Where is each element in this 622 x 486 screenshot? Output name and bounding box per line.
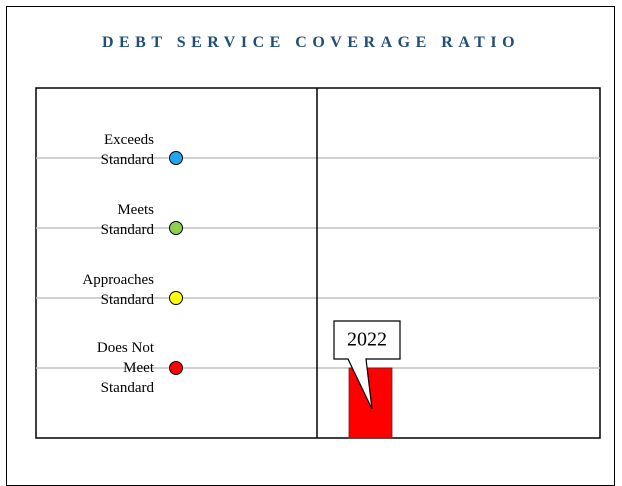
y-tick-label: Does Not Meet Standard — [96, 340, 154, 396]
level-dot — [169, 361, 183, 375]
level-dot — [169, 221, 183, 235]
category-label: 2022 — [347, 329, 387, 351]
callout — [333, 320, 401, 410]
y-tick-label: Meets Standard — [100, 202, 154, 238]
level-dot — [169, 151, 183, 165]
plot-frame — [35, 87, 601, 439]
y-tick-label: Exceeds Standard — [100, 132, 154, 168]
y-tick-label: Approaches Standard — [82, 272, 154, 308]
level-dot — [169, 291, 183, 305]
chart-title: DEBT SERVICE COVERAGE RATIO — [101, 34, 521, 51]
